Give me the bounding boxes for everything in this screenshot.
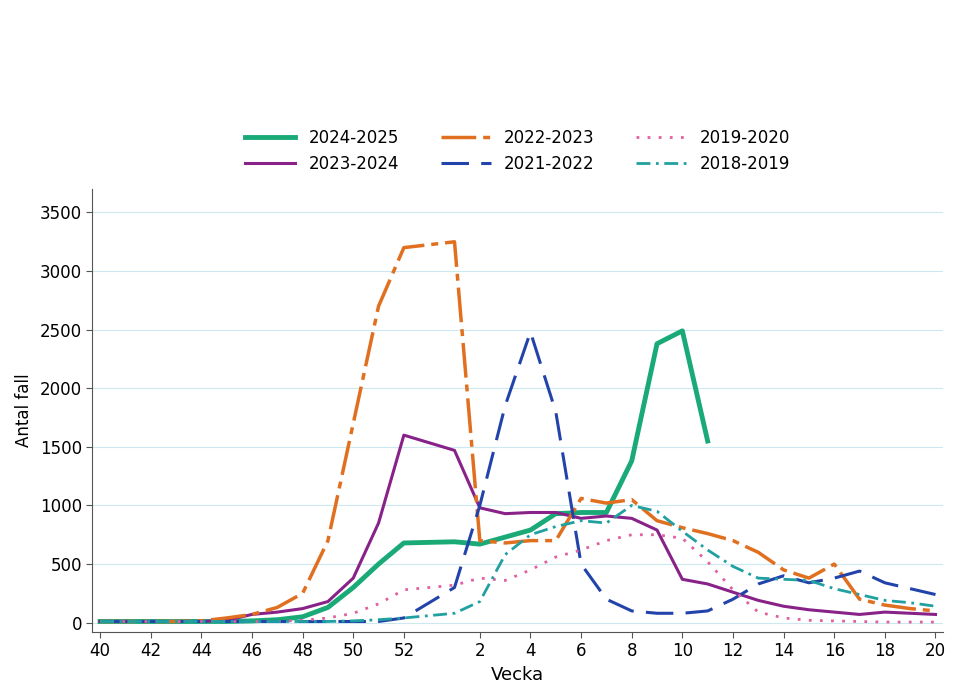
- X-axis label: Vecka: Vecka: [491, 666, 544, 684]
- Legend: 2024-2025, 2023-2024, 2022-2023, 2021-2022, 2019-2020, 2018-2019: 2024-2025, 2023-2024, 2022-2023, 2021-20…: [238, 122, 796, 180]
- Y-axis label: Antal fall: Antal fall: [15, 374, 33, 447]
